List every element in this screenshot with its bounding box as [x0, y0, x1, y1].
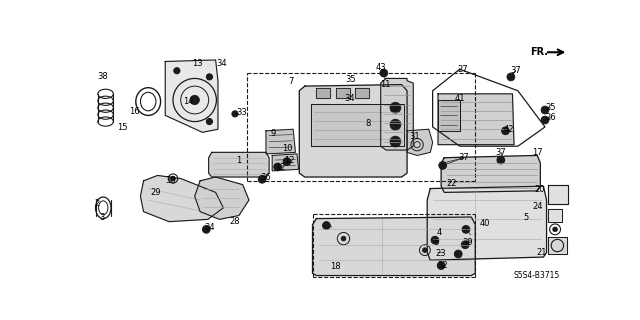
Text: 37: 37 — [510, 66, 521, 75]
Text: 2: 2 — [95, 199, 100, 208]
Circle shape — [437, 262, 445, 269]
Circle shape — [323, 222, 330, 229]
Text: 22: 22 — [447, 179, 457, 188]
Circle shape — [232, 111, 238, 117]
Polygon shape — [407, 129, 433, 156]
Polygon shape — [300, 84, 407, 177]
Text: 12: 12 — [275, 163, 285, 172]
Text: 6: 6 — [434, 238, 439, 247]
Text: 35: 35 — [345, 75, 356, 84]
Text: 39: 39 — [462, 238, 473, 247]
Text: 5: 5 — [523, 212, 528, 221]
Text: 29: 29 — [150, 188, 161, 197]
Text: 38: 38 — [97, 72, 108, 81]
Polygon shape — [195, 177, 249, 219]
Polygon shape — [336, 88, 349, 99]
Text: 34: 34 — [216, 59, 227, 68]
Text: 42: 42 — [503, 125, 514, 134]
Text: 12: 12 — [284, 156, 294, 164]
Polygon shape — [355, 88, 369, 99]
Circle shape — [454, 250, 462, 258]
Text: 7: 7 — [288, 77, 294, 86]
Circle shape — [274, 163, 282, 171]
Circle shape — [431, 236, 439, 244]
Polygon shape — [311, 104, 404, 146]
Text: 16: 16 — [129, 107, 140, 116]
Text: 28: 28 — [230, 217, 240, 226]
Circle shape — [462, 226, 470, 233]
Text: 14: 14 — [183, 97, 194, 106]
Circle shape — [390, 102, 401, 113]
Text: 34: 34 — [344, 94, 355, 103]
Text: 18: 18 — [330, 262, 341, 271]
Circle shape — [461, 241, 469, 249]
Text: 4: 4 — [436, 228, 442, 237]
Text: 3: 3 — [99, 212, 104, 221]
Text: 36: 36 — [260, 172, 271, 181]
Circle shape — [422, 248, 428, 252]
Polygon shape — [548, 209, 562, 222]
Text: 9: 9 — [270, 129, 276, 138]
Text: 41: 41 — [454, 94, 465, 103]
Polygon shape — [272, 154, 298, 171]
Text: 27: 27 — [458, 65, 468, 74]
Circle shape — [171, 176, 175, 181]
Circle shape — [497, 156, 505, 164]
Text: 34: 34 — [204, 222, 215, 232]
Polygon shape — [266, 129, 296, 154]
Circle shape — [341, 236, 346, 241]
Text: 15: 15 — [117, 123, 128, 132]
Polygon shape — [312, 217, 476, 276]
Text: 8: 8 — [365, 119, 371, 128]
Circle shape — [553, 227, 557, 232]
Polygon shape — [428, 186, 547, 260]
Text: S5S4-B3715: S5S4-B3715 — [514, 271, 560, 280]
Circle shape — [206, 74, 212, 80]
Circle shape — [174, 68, 180, 74]
Text: 21: 21 — [537, 248, 547, 257]
Polygon shape — [438, 94, 514, 145]
Circle shape — [202, 226, 210, 233]
Circle shape — [439, 162, 447, 169]
Text: 23: 23 — [435, 250, 445, 259]
Text: 17: 17 — [532, 148, 543, 157]
Circle shape — [502, 127, 509, 135]
Circle shape — [541, 106, 549, 114]
Text: 11: 11 — [380, 80, 390, 89]
Circle shape — [206, 118, 212, 124]
Text: 33: 33 — [236, 108, 246, 117]
Polygon shape — [316, 88, 330, 99]
Polygon shape — [381, 78, 413, 150]
Circle shape — [283, 158, 291, 165]
Text: 26: 26 — [545, 113, 556, 122]
Circle shape — [507, 73, 515, 81]
Text: 37: 37 — [495, 148, 506, 157]
Polygon shape — [438, 100, 460, 131]
Text: 13: 13 — [193, 59, 203, 68]
Text: 25: 25 — [545, 103, 556, 112]
Text: 32: 32 — [437, 261, 448, 270]
Circle shape — [390, 136, 401, 147]
Text: 31: 31 — [410, 132, 420, 141]
Text: 10: 10 — [282, 144, 293, 153]
Polygon shape — [165, 60, 218, 132]
Text: 1: 1 — [236, 156, 241, 164]
Polygon shape — [209, 152, 269, 177]
Text: 30: 30 — [165, 176, 176, 185]
Polygon shape — [548, 185, 568, 204]
Circle shape — [190, 95, 199, 105]
Polygon shape — [140, 175, 223, 222]
Text: 40: 40 — [479, 219, 490, 228]
Text: 43: 43 — [376, 63, 386, 72]
Text: 37: 37 — [458, 153, 469, 162]
Circle shape — [541, 116, 549, 124]
Circle shape — [380, 69, 388, 77]
Circle shape — [259, 175, 266, 183]
Polygon shape — [441, 156, 540, 192]
Text: 20: 20 — [534, 185, 545, 194]
Circle shape — [390, 119, 401, 130]
Text: 24: 24 — [532, 202, 543, 211]
Text: FR.: FR. — [531, 47, 548, 57]
Polygon shape — [548, 237, 566, 254]
